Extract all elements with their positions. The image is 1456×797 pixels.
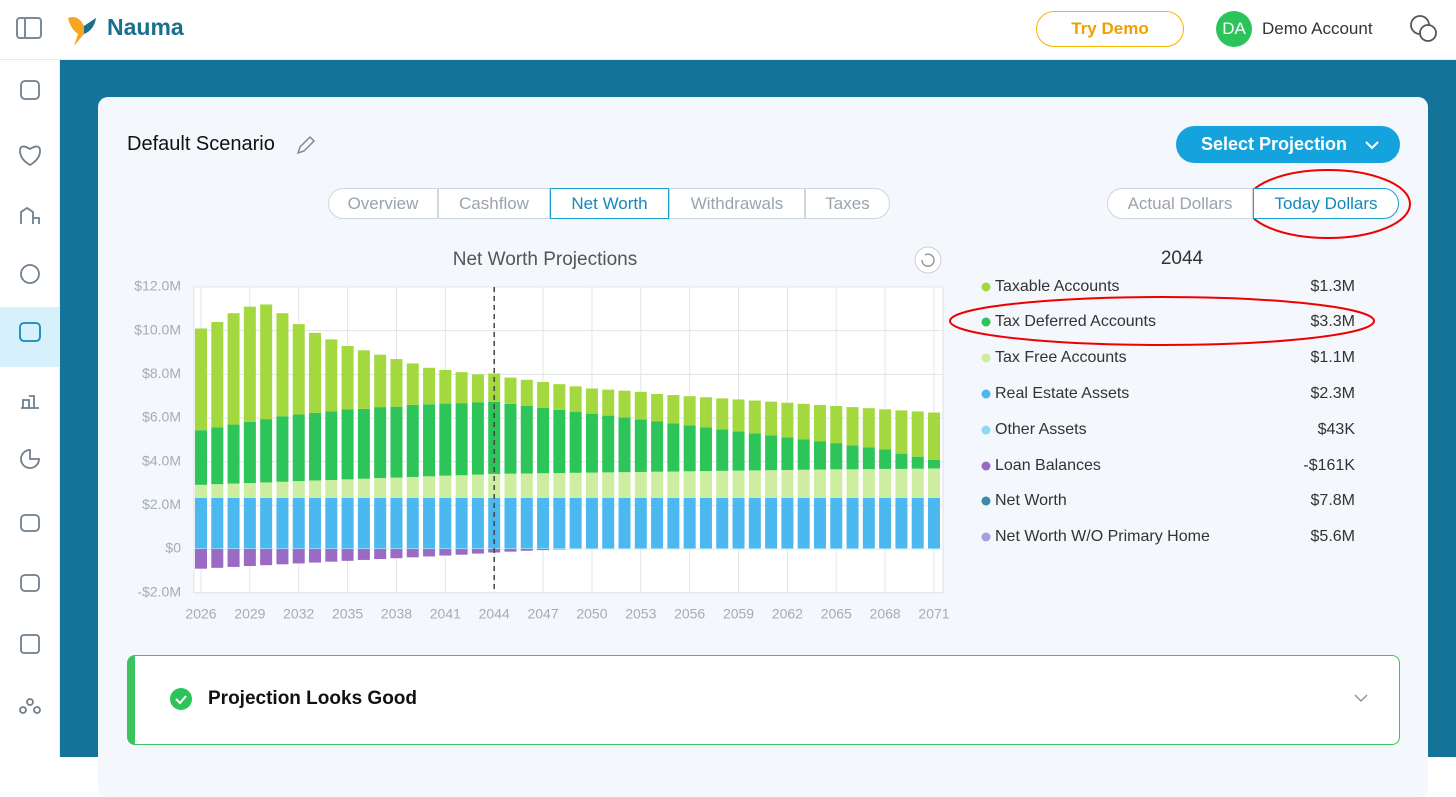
tab[interactable]: Overview bbox=[328, 188, 438, 219]
tab[interactable]: Withdrawals bbox=[669, 188, 805, 219]
status-text: Projection Looks Good bbox=[208, 688, 417, 710]
edit-icon[interactable] bbox=[294, 135, 316, 157]
chevron bbox=[1365, 140, 1379, 150]
select-label: Select Projection bbox=[1201, 134, 1347, 155]
logo bbox=[64, 8, 104, 48]
avatar[interactable]: DA bbox=[1216, 11, 1252, 47]
brand: Nauma bbox=[107, 14, 184, 41]
feedback-icon[interactable] bbox=[1409, 14, 1439, 44]
tab[interactable]: Cashflow bbox=[438, 188, 550, 219]
expand-chevron[interactable] bbox=[1353, 693, 1369, 705]
tab[interactable]: Taxes bbox=[805, 188, 890, 219]
select-projection[interactable]: Select Projection bbox=[1176, 126, 1400, 163]
sidebar-toggle[interactable] bbox=[16, 17, 42, 41]
nav-icons[interactable] bbox=[0, 60, 60, 757]
scenario-title: Default Scenario bbox=[127, 133, 275, 156]
page: Nauma Try Demo DA Demo Account Default S… bbox=[0, 0, 1456, 757]
top-bar: Nauma Try Demo DA Demo Account bbox=[0, 0, 1456, 60]
tab[interactable]: Net Worth bbox=[550, 188, 669, 219]
sidebar bbox=[0, 60, 60, 757]
check-icon bbox=[169, 687, 193, 711]
dollar-mode[interactable]: Actual Dollars bbox=[1107, 188, 1253, 219]
dollar-mode[interactable]: Today Dollars bbox=[1253, 188, 1399, 219]
account-name[interactable]: Demo Account bbox=[1262, 19, 1373, 39]
try-demo[interactable]: Try Demo bbox=[1036, 11, 1184, 47]
